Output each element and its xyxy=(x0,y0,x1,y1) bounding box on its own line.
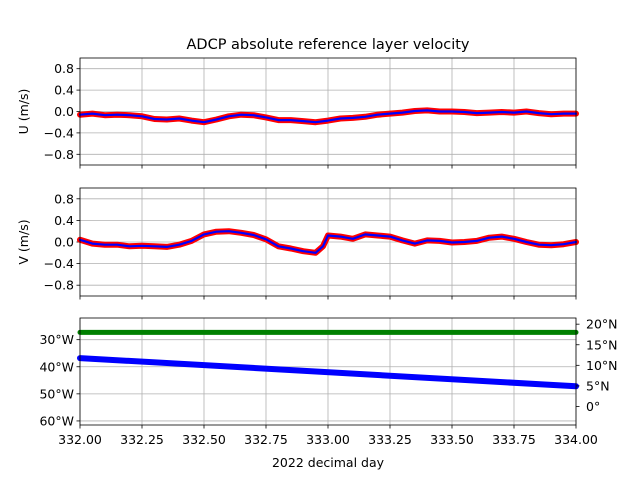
x-tick-label: 333.25 xyxy=(368,432,412,447)
x-tick-label: 333.75 xyxy=(492,432,536,447)
x-tick-label: 332.50 xyxy=(182,432,226,447)
y-tick-label: 0.8 xyxy=(54,191,74,206)
panels: 0.8 0.4 0.0 −0.4 −0.8 U (m/s) 0.8 0.4 0.0 −0.4 −0.… xyxy=(16,57,618,447)
chart-title: ADCP absolute reference layer velocity xyxy=(186,37,469,53)
y-tick-label: 0.4 xyxy=(54,83,74,98)
x-tick-label: 333.50 xyxy=(430,432,474,447)
x-tick-label: 334.00 xyxy=(554,432,598,447)
position-panel: 30°W 40°W 50°W 60°W 20°N 15°N 10°N 5°N 0° 332.00 3… xyxy=(39,317,617,447)
series-line xyxy=(78,230,578,254)
y-tick-label: 60°W xyxy=(39,413,74,428)
right-tick-label: 10°N xyxy=(586,358,618,373)
axes-frame xyxy=(79,317,577,426)
series-line xyxy=(78,109,578,124)
y-tick-label: 0.4 xyxy=(54,213,74,228)
y-tick-label: −0.8 xyxy=(44,147,74,162)
axes-frame xyxy=(79,57,577,166)
right-tick-label: 5°N xyxy=(586,378,610,393)
right-tick-label: 20°N xyxy=(586,317,618,332)
y-axis-label: U (m/s) xyxy=(16,89,31,135)
x-tick-label: 332.25 xyxy=(120,432,164,447)
axes-frame xyxy=(79,187,577,297)
series-line xyxy=(77,355,579,390)
right-tick-label: 0° xyxy=(586,399,600,414)
x-tick-label: 332.00 xyxy=(58,432,102,447)
v-panel: 0.8 0.4 0.0 −0.4 −0.8 V (m/s) xyxy=(16,187,579,300)
y-tick-label: −0.4 xyxy=(44,256,74,271)
y-tick-label: 40°W xyxy=(39,359,74,374)
y-tick-label: −0.4 xyxy=(44,125,74,140)
right-tick-label: 15°N xyxy=(586,337,618,352)
x-axis-label: 2022 decimal day xyxy=(272,455,385,470)
x-tick-label: 332.75 xyxy=(244,432,288,447)
u-panel: 0.8 0.4 0.0 −0.4 −0.8 U (m/s) xyxy=(16,57,579,169)
y-axis-label: V (m/s) xyxy=(16,219,31,264)
y-tick-label: −0.8 xyxy=(44,278,74,293)
y-tick-label: 0.0 xyxy=(54,104,74,119)
y-tick-label: 50°W xyxy=(39,386,74,401)
y-tick-label: 30°W xyxy=(39,332,74,347)
y-tick-label: 0.8 xyxy=(54,61,74,76)
y-tick-label: 0.0 xyxy=(54,235,74,250)
x-tick-label: 333.00 xyxy=(306,432,350,447)
